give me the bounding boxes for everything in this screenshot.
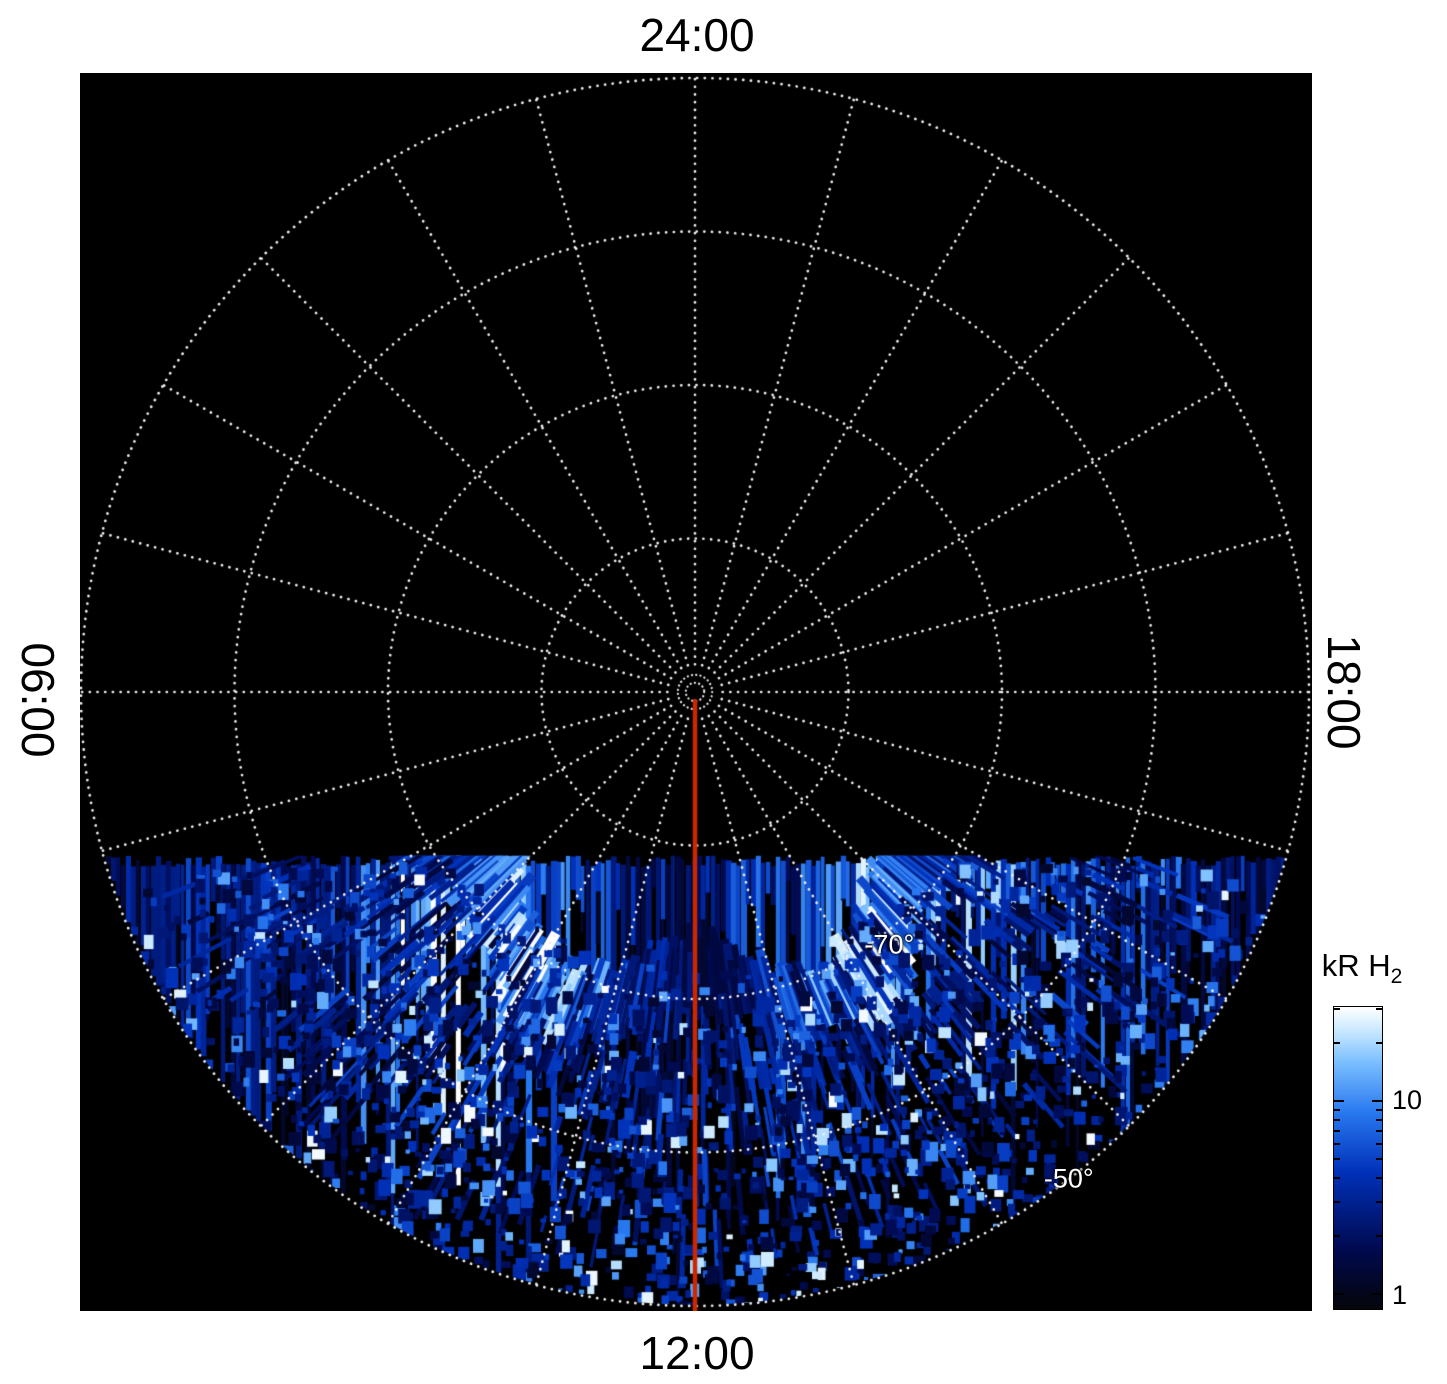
colorbar-tick-label-1: 1 bbox=[1392, 1279, 1408, 1310]
colorbar-tick-mark bbox=[1376, 1008, 1382, 1011]
colorbar-tick-mark bbox=[1376, 1143, 1382, 1146]
colorbar-tick-mark bbox=[1376, 1042, 1382, 1045]
polar-heatmap-canvas bbox=[80, 73, 1312, 1311]
colorbar-tick-mark bbox=[1334, 1176, 1340, 1179]
colorbar-tick-mark bbox=[1376, 1234, 1382, 1237]
colorbar-gradient bbox=[1333, 1006, 1383, 1310]
polar-plot-area: -70° -50° bbox=[80, 73, 1312, 1311]
colorbar-tick-mark bbox=[1334, 1109, 1340, 1112]
colorbar-tick-mark bbox=[1334, 1118, 1340, 1121]
local-time-label-12: 12:00 bbox=[639, 1327, 755, 1379]
colorbar-tick-mark bbox=[1376, 1201, 1382, 1204]
colorbar-tick-mark bbox=[1334, 1042, 1340, 1045]
colorbar-tick-mark bbox=[1334, 1008, 1340, 1011]
colorbar-tick-mark bbox=[1376, 1118, 1382, 1121]
colorbar-title-subscript: 2 bbox=[1390, 965, 1403, 989]
colorbar-tick-mark bbox=[1376, 1130, 1382, 1133]
local-time-label-18: 18:00 bbox=[1318, 634, 1370, 750]
colorbar-tick-mark bbox=[1334, 1143, 1340, 1146]
colorbar-tick-mark bbox=[1376, 1158, 1382, 1161]
colorbar-tick-mark bbox=[1334, 1158, 1340, 1161]
colorbar-tick-mark bbox=[1334, 1130, 1340, 1133]
colorbar-title-main: kR H bbox=[1321, 948, 1391, 983]
colorbar-tick-mark bbox=[1372, 1292, 1382, 1295]
colorbar-tick-mark bbox=[1334, 1100, 1344, 1103]
colorbar-tick-mark bbox=[1372, 1100, 1382, 1103]
colorbar-tick-mark bbox=[1334, 1201, 1340, 1204]
local-time-label-24: 24:00 bbox=[639, 9, 755, 61]
colorbar-tick-mark bbox=[1376, 1176, 1382, 1179]
colorbar-tick-mark bbox=[1334, 1292, 1344, 1295]
colorbar-tick-label-10: 10 bbox=[1392, 1085, 1423, 1116]
local-time-label-06: 06:00 bbox=[12, 642, 64, 758]
colorbar-tick-mark bbox=[1376, 1109, 1382, 1112]
colorbar-title: kR H2 bbox=[1322, 948, 1403, 989]
colorbar-tick-mark bbox=[1334, 1234, 1340, 1237]
